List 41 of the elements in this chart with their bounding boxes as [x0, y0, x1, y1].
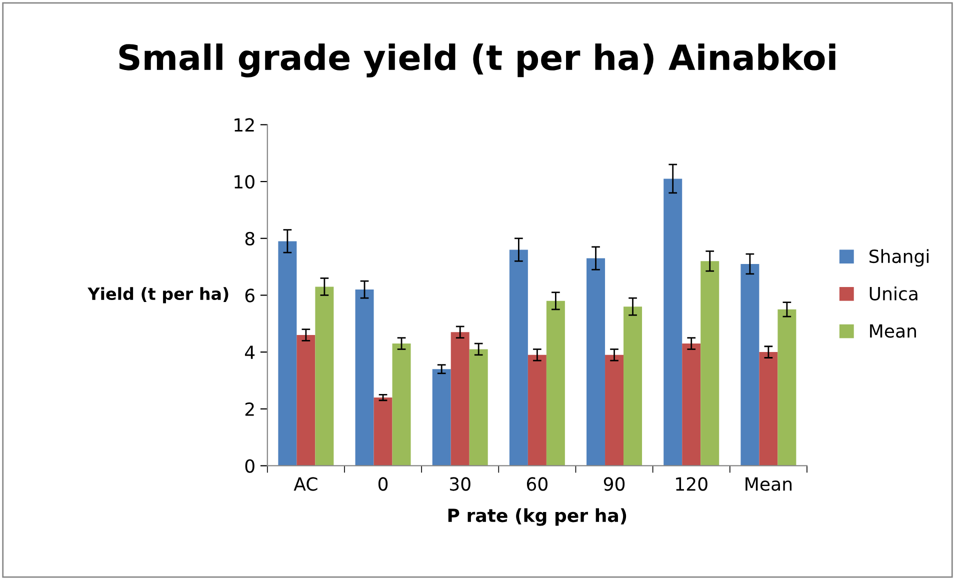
legend-label: Shangi [869, 249, 928, 267]
bar [605, 354, 624, 466]
y-tick-label: 12 [234, 118, 254, 132]
bar [355, 290, 374, 466]
y-tick-label: 10 [234, 175, 254, 189]
x-tick-label: 90 [604, 477, 625, 491]
y-tick-label: 6 [245, 288, 254, 302]
bar [682, 344, 701, 466]
y-tick-label: 8 [245, 232, 254, 246]
legend-label: Mean [870, 324, 916, 338]
bar [296, 335, 316, 466]
bar [278, 241, 297, 466]
bar [528, 354, 546, 466]
y-tick-label: 2 [245, 402, 254, 416]
bar [374, 398, 392, 466]
x-tick-label: 120 [676, 477, 708, 491]
bar [624, 306, 642, 466]
bar [740, 264, 760, 466]
bar [546, 300, 565, 466]
y-axis-title: Yield (t per ha) [88, 287, 228, 304]
bar [432, 369, 451, 466]
bar [450, 332, 470, 466]
bar [700, 261, 720, 466]
x-tick-label: Mean [746, 477, 792, 491]
bar [509, 250, 528, 466]
bar [664, 178, 682, 466]
y-tick-label: 0 [245, 459, 254, 473]
bar [586, 258, 606, 466]
x-axis-title: P rate (kg per ha) [448, 508, 626, 526]
bar [778, 309, 796, 466]
chart-title: Small grade yield (t per ha) Ainabkoi [119, 44, 836, 78]
x-tick-label: AC [294, 477, 318, 491]
bar [469, 349, 488, 466]
bar [759, 352, 778, 466]
x-tick-label: 60 [526, 477, 548, 491]
bar [392, 344, 411, 466]
y-tick-label: 4 [244, 346, 255, 359]
legend-label: Unica [870, 286, 918, 300]
x-tick-label: 30 [450, 477, 470, 491]
bar [315, 286, 334, 466]
x-tick-label: 0 [378, 477, 388, 491]
